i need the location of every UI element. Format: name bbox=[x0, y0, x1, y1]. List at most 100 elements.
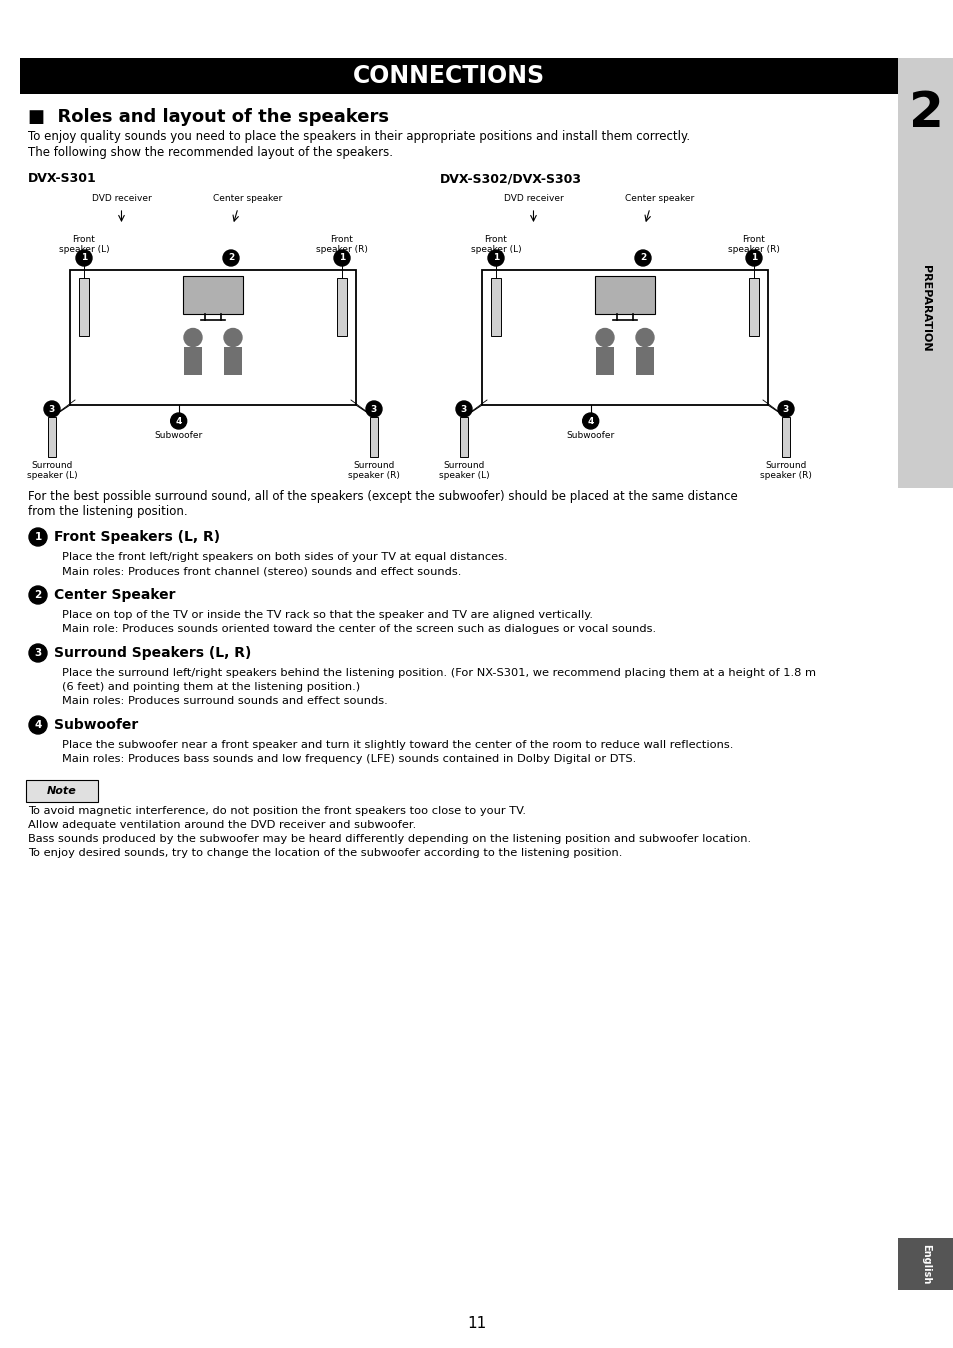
Circle shape bbox=[76, 249, 91, 266]
Bar bbox=[748, 278, 759, 336]
Circle shape bbox=[29, 528, 47, 546]
Bar bbox=[370, 417, 377, 457]
Bar bbox=[70, 270, 355, 404]
Text: 2: 2 bbox=[907, 89, 943, 137]
Circle shape bbox=[29, 586, 47, 604]
Text: DVD receiver: DVD receiver bbox=[503, 194, 563, 204]
FancyBboxPatch shape bbox=[26, 780, 98, 802]
Circle shape bbox=[745, 249, 761, 266]
Circle shape bbox=[224, 329, 242, 346]
Bar bbox=[491, 278, 500, 336]
Text: 3: 3 bbox=[371, 404, 376, 414]
Text: The following show the recommended layout of the speakers.: The following show the recommended layou… bbox=[28, 146, 393, 159]
Bar bbox=[20, 58, 897, 94]
Text: 2: 2 bbox=[639, 253, 645, 263]
Text: (6 feet) and pointing them at the listening position.): (6 feet) and pointing them at the listen… bbox=[62, 682, 359, 692]
Text: To avoid magnetic interference, do not position the front speakers too close to : To avoid magnetic interference, do not p… bbox=[28, 806, 525, 816]
Circle shape bbox=[366, 400, 381, 417]
Text: Place on top of the TV or inside the TV rack so that the speaker and TV are alig: Place on top of the TV or inside the TV … bbox=[62, 611, 593, 620]
Circle shape bbox=[334, 249, 350, 266]
Circle shape bbox=[778, 400, 793, 417]
Text: Center speaker: Center speaker bbox=[625, 194, 694, 204]
Circle shape bbox=[171, 412, 187, 429]
Text: Front Speakers (L, R): Front Speakers (L, R) bbox=[54, 530, 220, 545]
Circle shape bbox=[223, 249, 239, 266]
Text: DVX-S302/DVX-S303: DVX-S302/DVX-S303 bbox=[439, 173, 581, 185]
Text: 2: 2 bbox=[228, 253, 233, 263]
Text: Main roles: Produces surround sounds and effect sounds.: Main roles: Produces surround sounds and… bbox=[62, 696, 387, 706]
Circle shape bbox=[44, 400, 60, 417]
Text: Center Speaker: Center Speaker bbox=[54, 588, 175, 603]
Text: To enjoy quality sounds you need to place the speakers in their appropriate posi: To enjoy quality sounds you need to plac… bbox=[28, 129, 689, 143]
Text: 3: 3 bbox=[460, 404, 467, 414]
Text: Surround
speaker (R): Surround speaker (R) bbox=[760, 461, 811, 480]
Circle shape bbox=[488, 249, 503, 266]
Text: Note: Note bbox=[47, 786, 77, 797]
Bar bbox=[183, 276, 243, 314]
Circle shape bbox=[29, 644, 47, 662]
Text: Subwoofer: Subwoofer bbox=[54, 718, 138, 732]
Text: Place the surround left/right speakers behind the listening position. (For NX-S3: Place the surround left/right speakers b… bbox=[62, 669, 815, 678]
Text: Bass sounds produced by the subwoofer may be heard differently depending on the : Bass sounds produced by the subwoofer ma… bbox=[28, 834, 750, 844]
Bar bbox=[79, 278, 89, 336]
Text: DVD receiver: DVD receiver bbox=[91, 194, 152, 204]
Bar bbox=[48, 417, 56, 457]
Text: Main role: Produces sounds oriented toward the center of the screen such as dial: Main role: Produces sounds oriented towa… bbox=[62, 624, 656, 634]
Text: English: English bbox=[920, 1244, 930, 1285]
Text: DVX-S301: DVX-S301 bbox=[28, 173, 96, 185]
Text: 4: 4 bbox=[34, 720, 42, 731]
Bar bbox=[224, 346, 242, 375]
Text: Surround
speaker (R): Surround speaker (R) bbox=[348, 461, 399, 480]
Circle shape bbox=[582, 412, 598, 429]
Text: 4: 4 bbox=[587, 417, 594, 426]
Text: Center speaker: Center speaker bbox=[213, 194, 282, 204]
Text: Place the subwoofer near a front speaker and turn it slightly toward the center : Place the subwoofer near a front speaker… bbox=[62, 740, 733, 749]
Circle shape bbox=[29, 716, 47, 735]
Bar bbox=[596, 346, 614, 375]
Text: Surround
speaker (L): Surround speaker (L) bbox=[27, 461, 77, 480]
Circle shape bbox=[635, 249, 650, 266]
Text: Main roles: Produces bass sounds and low frequency (LFE) sounds contained in Dol: Main roles: Produces bass sounds and low… bbox=[62, 754, 636, 764]
Text: CONNECTIONS: CONNECTIONS bbox=[353, 63, 544, 88]
Text: PREPARATION: PREPARATION bbox=[920, 264, 930, 352]
Text: Main roles: Produces front channel (stereo) sounds and effect sounds.: Main roles: Produces front channel (ster… bbox=[62, 566, 461, 576]
Bar bbox=[897, 1237, 953, 1290]
Text: ■  Roles and layout of the speakers: ■ Roles and layout of the speakers bbox=[28, 108, 389, 125]
Text: 1: 1 bbox=[34, 532, 42, 542]
Text: Surround
speaker (L): Surround speaker (L) bbox=[438, 461, 489, 480]
Text: from the listening position.: from the listening position. bbox=[28, 506, 188, 518]
Bar bbox=[636, 346, 654, 375]
Text: Surround Speakers (L, R): Surround Speakers (L, R) bbox=[54, 646, 251, 661]
Text: 3: 3 bbox=[34, 648, 42, 658]
Bar bbox=[595, 276, 655, 314]
Text: Front
speaker (L): Front speaker (L) bbox=[59, 235, 110, 255]
Text: For the best possible surround sound, all of the speakers (except the subwoofer): For the best possible surround sound, al… bbox=[28, 491, 737, 503]
Text: 1: 1 bbox=[81, 253, 87, 263]
Text: 4: 4 bbox=[175, 417, 182, 426]
Text: Place the front left/right speakers on both sides of your TV at equal distances.: Place the front left/right speakers on b… bbox=[62, 551, 507, 562]
Circle shape bbox=[184, 329, 202, 346]
Circle shape bbox=[456, 400, 472, 417]
Text: 1: 1 bbox=[493, 253, 498, 263]
Text: 1: 1 bbox=[338, 253, 345, 263]
Circle shape bbox=[596, 329, 614, 346]
Text: 11: 11 bbox=[467, 1316, 486, 1330]
Text: 3: 3 bbox=[782, 404, 788, 414]
Text: To enjoy desired sounds, try to change the location of the subwoofer according t: To enjoy desired sounds, try to change t… bbox=[28, 848, 621, 857]
Text: Front
speaker (R): Front speaker (R) bbox=[727, 235, 780, 255]
Text: Front
speaker (L): Front speaker (L) bbox=[470, 235, 520, 255]
Text: Subwoofer: Subwoofer bbox=[566, 431, 614, 439]
Bar bbox=[481, 270, 767, 404]
Bar bbox=[897, 58, 953, 488]
Bar bbox=[184, 346, 202, 375]
Text: 2: 2 bbox=[34, 590, 42, 600]
Bar bbox=[781, 417, 789, 457]
Text: Front
speaker (R): Front speaker (R) bbox=[315, 235, 368, 255]
Text: Allow adequate ventilation around the DVD receiver and subwoofer.: Allow adequate ventilation around the DV… bbox=[28, 820, 416, 830]
Bar bbox=[459, 417, 468, 457]
Text: 1: 1 bbox=[750, 253, 757, 263]
Text: 3: 3 bbox=[49, 404, 55, 414]
Bar bbox=[336, 278, 347, 336]
Text: Subwoofer: Subwoofer bbox=[154, 431, 203, 439]
Circle shape bbox=[636, 329, 654, 346]
